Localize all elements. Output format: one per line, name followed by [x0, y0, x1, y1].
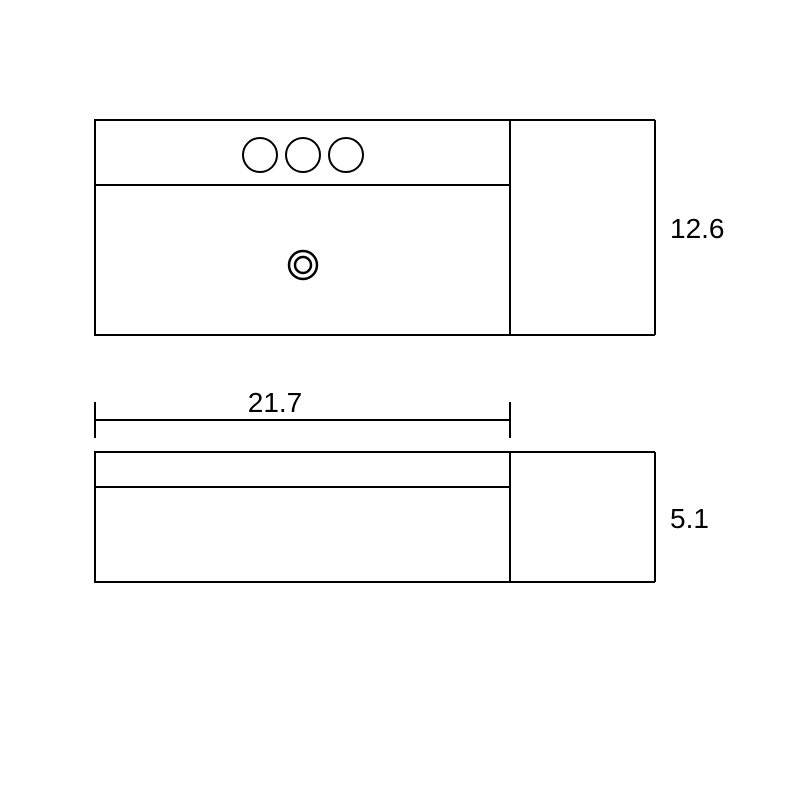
depth-dim-label: 5.1 [670, 503, 709, 534]
width-dim-label: 21.7 [248, 387, 303, 418]
height-dim-label: 12.6 [670, 213, 725, 244]
